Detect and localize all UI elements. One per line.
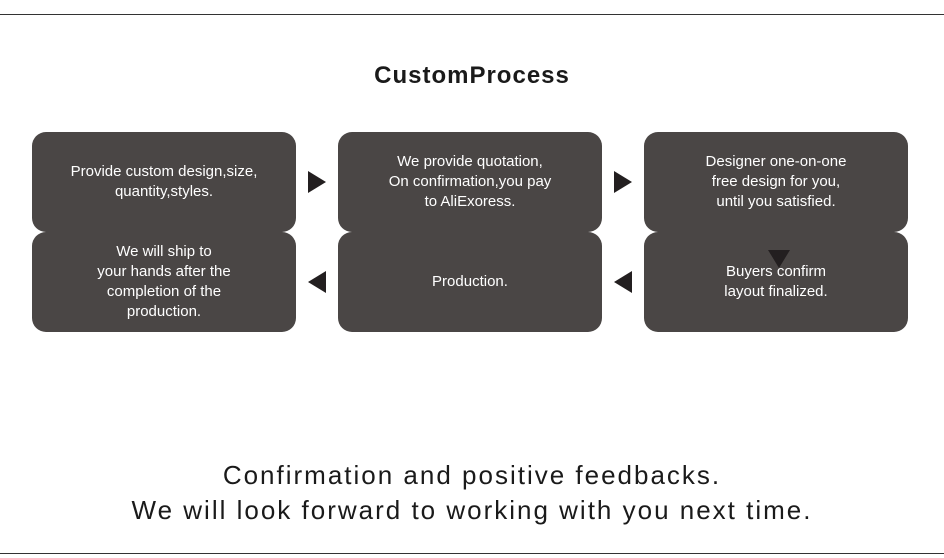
diagram-title: CustomProcess bbox=[0, 62, 944, 90]
step-label: We provide quotation, On confirmation,yo… bbox=[389, 152, 552, 213]
step-box-2: We provide quotation, On confirmation,yo… bbox=[338, 132, 602, 232]
step-label: We will ship to your hands after the com… bbox=[97, 242, 230, 323]
arrow-down-icon bbox=[764, 242, 794, 276]
step-box-6: We will ship to your hands after the com… bbox=[32, 232, 296, 332]
footer-line-1: Confirmation and positive feedbacks. bbox=[0, 458, 944, 493]
arrow-right-icon bbox=[296, 169, 338, 195]
step-box-3: Designer one-on-one free design for you,… bbox=[644, 132, 908, 232]
footer-text: Confirmation and positive feedbacks. We … bbox=[0, 458, 944, 528]
bottom-rule bbox=[0, 553, 944, 554]
footer-line-2: We will look forward to working with you… bbox=[0, 493, 944, 528]
step-label: Provide custom design,size, quantity,sty… bbox=[71, 162, 258, 203]
step-label: Designer one-on-one free design for you,… bbox=[706, 152, 847, 213]
step-box-5: Production. bbox=[338, 232, 602, 332]
arrow-left-icon bbox=[296, 269, 338, 295]
step-label: Production. bbox=[432, 272, 508, 292]
step-box-1: Provide custom design,size, quantity,sty… bbox=[32, 132, 296, 232]
process-flow: Provide custom design,size, quantity,sty… bbox=[32, 132, 912, 332]
arrow-right-icon bbox=[602, 169, 644, 195]
arrow-left-icon bbox=[602, 269, 644, 295]
flow-row-1: Provide custom design,size, quantity,sty… bbox=[32, 132, 912, 232]
top-rule bbox=[0, 14, 944, 15]
